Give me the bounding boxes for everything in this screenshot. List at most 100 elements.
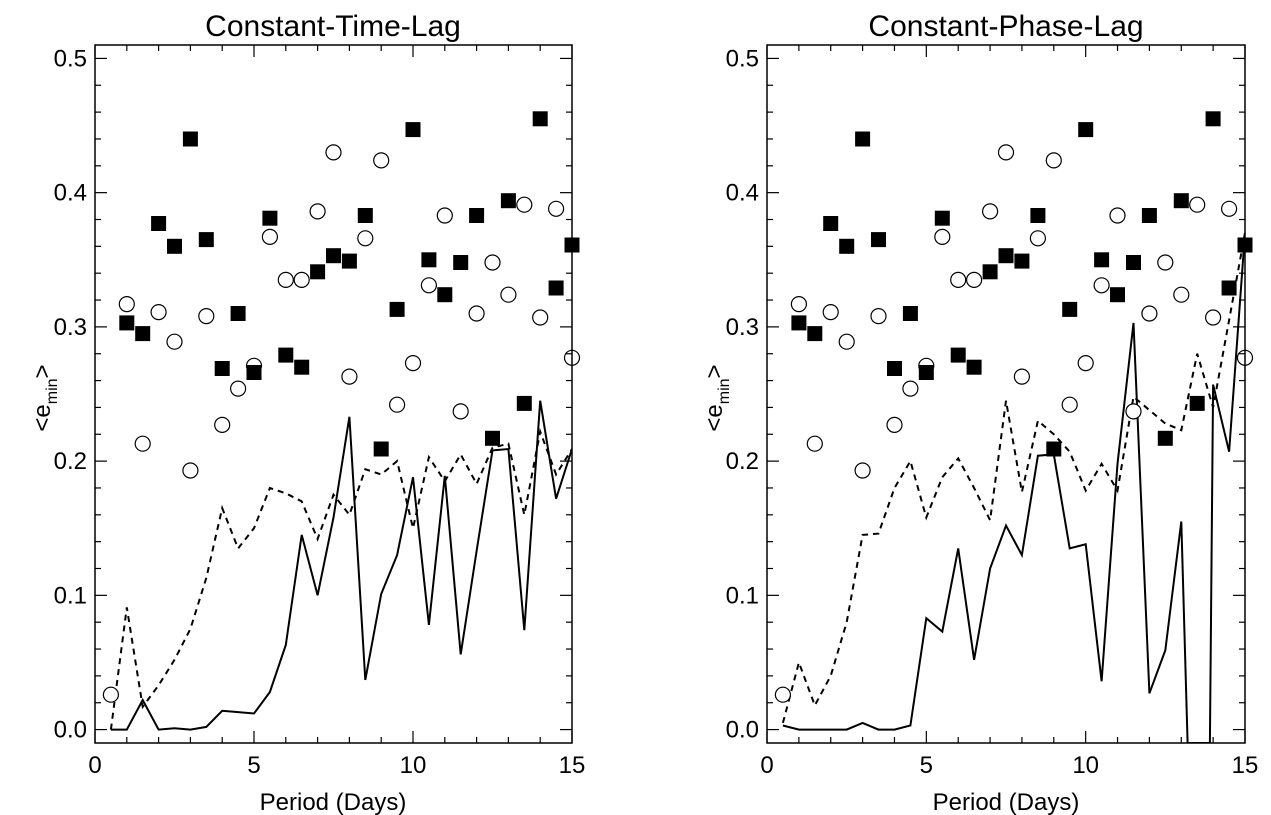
- open-circle-point: [806, 435, 823, 452]
- open-circle-point: [1109, 207, 1126, 224]
- axes-layer: 0 5 10 15 0.0 0.1 0.2 0.3 0.4 0.5: [726, 44, 1258, 779]
- solid-line: [782, 232, 1245, 743]
- x-tick-label: 15: [559, 752, 586, 779]
- filled-square-point: [214, 361, 230, 376]
- open-circle-point: [309, 203, 326, 220]
- x-tick-label: 5: [247, 752, 260, 779]
- open-circle-point: [1093, 277, 1110, 294]
- open-circle-point: [277, 271, 294, 288]
- open-circle-point: [516, 196, 533, 213]
- open-circle-point: [838, 333, 855, 350]
- filled-square-point: [262, 210, 278, 226]
- filled-square-point: [1221, 280, 1237, 296]
- x-tick-label: 5: [920, 752, 933, 779]
- open-circle-point: [1077, 355, 1094, 372]
- y-axis-label-sub: min: [716, 378, 733, 404]
- open-circle-point: [118, 296, 135, 313]
- open-circle-point: [1204, 309, 1222, 326]
- open-circle-point: [325, 144, 342, 161]
- filled-square-point: [1094, 252, 1110, 268]
- y-tick-label: 0.1: [54, 582, 87, 609]
- filled-square-point: [1205, 111, 1221, 127]
- open-circle-point: [1061, 396, 1078, 413]
- y-axis-label: <emin>: [29, 364, 61, 431]
- markers-layer: [102, 111, 581, 703]
- panel-title: Constant-Phase-Lag: [868, 10, 1143, 43]
- open-circle-point: [1029, 230, 1047, 247]
- filled-square-point: [1062, 301, 1078, 317]
- open-circle-point: [182, 462, 199, 479]
- y-axis-label-sub: min: [44, 378, 61, 404]
- open-circle-point: [902, 380, 919, 397]
- x-tick-label: 0: [88, 752, 101, 779]
- y-tick-label: 0.4: [54, 180, 87, 207]
- filled-square-point: [119, 315, 135, 331]
- open-circle-point: [790, 296, 808, 313]
- open-circle-point: [822, 304, 839, 321]
- lines-layer: [109, 400, 572, 731]
- filled-square-point: [373, 441, 389, 457]
- filled-square-point: [485, 430, 500, 446]
- filled-square-point: [791, 315, 807, 331]
- open-circle-point: [293, 271, 310, 288]
- y-tick-label: 0.2: [54, 448, 87, 475]
- solid-line: [110, 400, 572, 731]
- filled-square-point: [246, 365, 262, 380]
- open-circle-point: [774, 686, 792, 703]
- filled-square-point: [516, 395, 532, 411]
- filled-square-point: [998, 248, 1014, 264]
- filled-square-point: [823, 216, 839, 231]
- x-axis-label: Period (Days): [260, 789, 407, 815]
- y-tick-label: 0.1: [726, 582, 759, 609]
- open-circle-point: [150, 304, 167, 321]
- open-circle-point: [870, 308, 887, 325]
- filled-square-point: [966, 359, 982, 375]
- open-circle-point: [886, 416, 903, 433]
- filled-square-point: [532, 111, 548, 127]
- y-axis-label-end: >: [701, 364, 728, 378]
- filled-square-point: [310, 264, 326, 280]
- open-circle-point: [997, 144, 1015, 161]
- filled-square-point: [1157, 430, 1173, 446]
- open-circle-point: [341, 368, 358, 385]
- panel-constant-phase-lag: Constant-Phase-Lag Period (Days) <emin> …: [701, 10, 1258, 815]
- open-circle-point: [854, 462, 871, 479]
- y-tick-label: 0.0: [726, 717, 759, 744]
- filled-square-point: [887, 361, 902, 376]
- filled-square-point: [548, 280, 564, 296]
- open-circle-point: [357, 230, 374, 247]
- filled-square-point: [167, 238, 182, 254]
- y-axis-label: <emin>: [701, 364, 733, 431]
- filled-square-point: [1030, 208, 1046, 223]
- filled-square-point: [182, 131, 198, 147]
- x-tick-label: 10: [400, 752, 427, 779]
- filled-square-point: [934, 210, 950, 226]
- open-circle-point: [134, 435, 151, 452]
- open-circle-point: [373, 152, 390, 169]
- filled-square-point: [469, 208, 485, 223]
- filled-square-point: [421, 252, 437, 268]
- x-tick-label: 0: [760, 752, 773, 779]
- filled-square-point: [982, 264, 998, 280]
- open-circle-point: [934, 228, 951, 245]
- open-circle-point: [214, 416, 231, 433]
- filled-square-point: [839, 238, 855, 254]
- filled-square-point: [405, 122, 421, 138]
- plot-frame: [94, 44, 573, 744]
- filled-square-point: [1189, 395, 1205, 411]
- plot-frame: [766, 44, 1246, 744]
- open-circle-point: [404, 355, 422, 372]
- open-circle-point: [1045, 152, 1062, 169]
- dashed-line: [781, 232, 1245, 724]
- open-circle-point: [261, 228, 278, 245]
- filled-square-point: [135, 326, 151, 342]
- panel-constant-time-lag: Constant-Time-Lag Period (Days) <emin> 0…: [29, 10, 585, 815]
- filled-square-point: [902, 306, 918, 321]
- filled-square-point: [151, 216, 167, 231]
- filled-square-point: [1078, 122, 1094, 138]
- open-circle-point: [436, 207, 453, 224]
- filled-square-point: [950, 347, 966, 363]
- open-circle-point: [230, 380, 247, 397]
- filled-square-point: [1126, 255, 1141, 270]
- y-axis-label-end: >: [29, 364, 56, 378]
